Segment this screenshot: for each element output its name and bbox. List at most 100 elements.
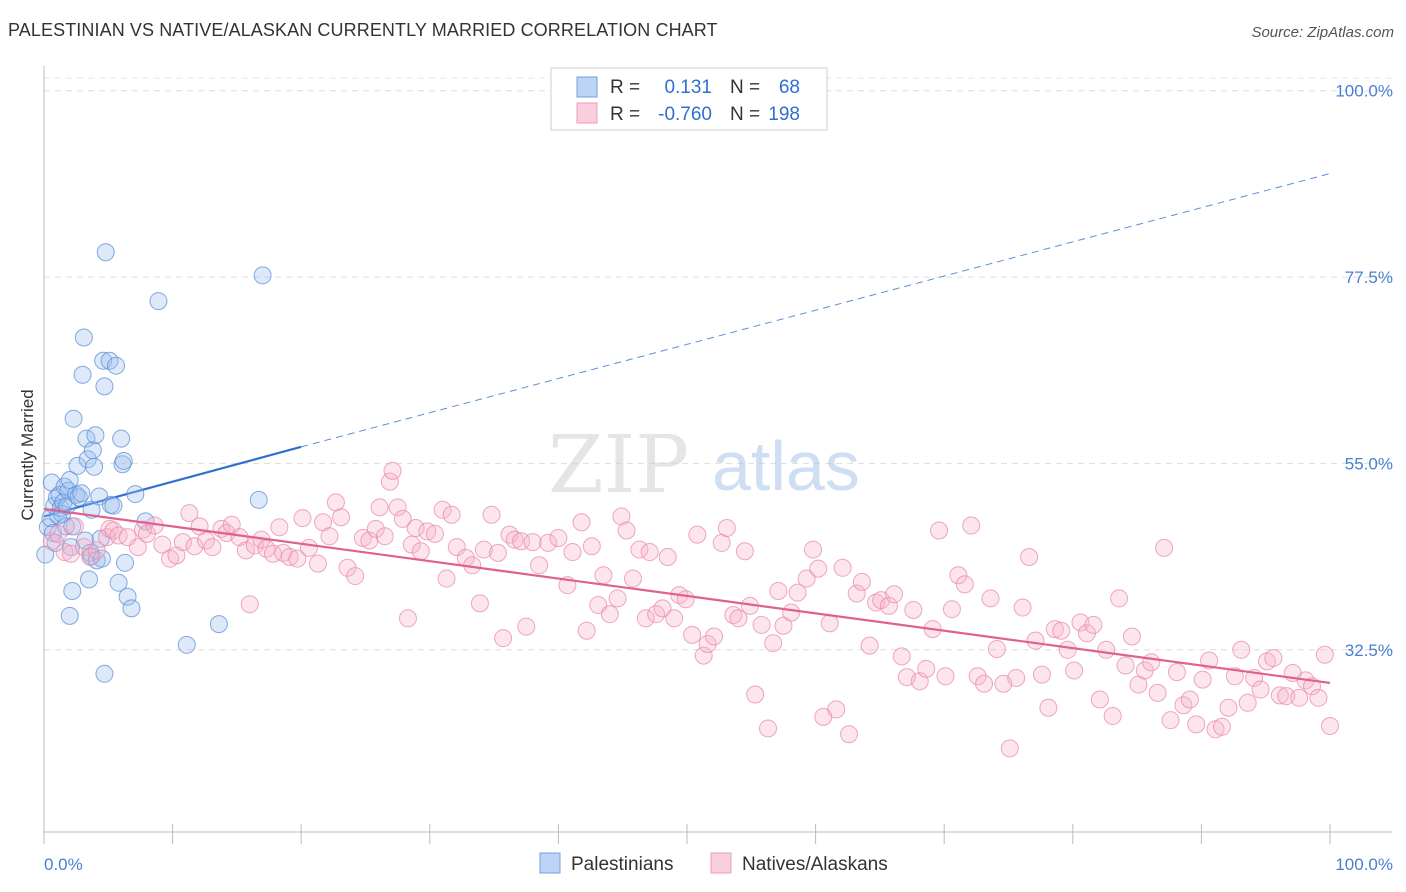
natives-point bbox=[494, 629, 513, 648]
trend-dashed-palestinians bbox=[301, 173, 1331, 448]
legend-r-value-1: 0.131 bbox=[664, 77, 712, 98]
natives-point bbox=[203, 538, 222, 557]
natives-point bbox=[572, 513, 591, 532]
palestinians-point bbox=[126, 485, 145, 504]
natives-point bbox=[809, 559, 828, 578]
natives-point bbox=[1000, 739, 1019, 758]
natives-point bbox=[180, 504, 199, 523]
natives-point bbox=[683, 625, 702, 644]
natives-point bbox=[981, 589, 1000, 608]
natives-point bbox=[332, 508, 351, 527]
natives-point bbox=[904, 601, 923, 620]
watermark-zip: ZIP bbox=[548, 418, 689, 511]
natives-point bbox=[375, 527, 394, 546]
natives-point bbox=[1161, 711, 1180, 730]
trend-line-natives bbox=[43, 507, 1331, 685]
palestinians-point bbox=[116, 553, 135, 572]
natives-point bbox=[505, 530, 524, 549]
natives-point bbox=[474, 540, 493, 559]
natives-point bbox=[860, 636, 879, 655]
natives-point bbox=[1264, 649, 1283, 668]
palestinians-point bbox=[109, 573, 128, 592]
palestinians-point bbox=[91, 529, 110, 548]
natives-point bbox=[523, 533, 542, 552]
natives-point bbox=[1167, 663, 1186, 682]
y-axis-label: Currently Married bbox=[18, 389, 37, 520]
natives-point bbox=[1180, 690, 1199, 709]
palestinians-point bbox=[72, 484, 91, 503]
natives-point bbox=[1290, 688, 1309, 707]
natives-point bbox=[1142, 653, 1161, 672]
natives-point bbox=[1251, 680, 1270, 699]
palestinians-point bbox=[60, 606, 79, 625]
bottom-legend-swatch-palestinians bbox=[539, 852, 561, 874]
natives-point bbox=[288, 549, 307, 568]
natives-point bbox=[411, 542, 430, 561]
natives-point bbox=[1032, 665, 1051, 684]
natives-point bbox=[1155, 538, 1174, 557]
natives-point bbox=[346, 567, 365, 586]
palestinians-point bbox=[86, 426, 105, 445]
natives-point bbox=[688, 525, 707, 544]
natives-point bbox=[393, 509, 412, 528]
palestinians-point bbox=[177, 635, 196, 654]
natives-point bbox=[676, 590, 695, 609]
natives-point bbox=[1097, 640, 1116, 659]
watermark: ZIP atlas bbox=[548, 418, 860, 511]
palestinians-point bbox=[78, 450, 97, 469]
natives-point bbox=[729, 609, 748, 628]
palestinians-point bbox=[73, 365, 92, 384]
natives-point bbox=[797, 569, 816, 588]
natives-point bbox=[1052, 621, 1071, 640]
natives-point bbox=[1193, 670, 1212, 689]
palestinians-point bbox=[112, 429, 131, 448]
natives-point bbox=[694, 646, 713, 665]
natives-point bbox=[658, 548, 677, 567]
legend-n-label-2: N = bbox=[730, 104, 760, 125]
natives-point bbox=[1039, 698, 1058, 717]
palestinians-point bbox=[64, 409, 83, 428]
legend-r-label-1: R = bbox=[610, 77, 640, 98]
axes bbox=[43, 66, 1392, 844]
natives-point bbox=[1219, 698, 1238, 717]
natives-point bbox=[1232, 640, 1251, 659]
bottom-legend-label-natives: Natives/Alaskans bbox=[742, 854, 888, 875]
natives-point bbox=[987, 639, 1006, 658]
natives-point bbox=[1110, 589, 1129, 608]
natives-point bbox=[975, 674, 994, 693]
palestinians-point bbox=[80, 570, 99, 589]
natives-point bbox=[1045, 620, 1064, 639]
natives-point bbox=[1270, 686, 1289, 705]
natives-point bbox=[1122, 627, 1141, 646]
natives-point bbox=[623, 569, 642, 588]
y-tick-label-3: 100.0% bbox=[1335, 82, 1393, 101]
natives-point bbox=[167, 546, 186, 565]
palestinians-point bbox=[85, 457, 104, 476]
natives-point bbox=[517, 617, 536, 636]
natives-point bbox=[735, 542, 754, 561]
natives-point bbox=[955, 575, 974, 594]
y-tick-label-0: 32.5% bbox=[1345, 641, 1393, 660]
natives-point bbox=[917, 659, 936, 678]
natives-point bbox=[173, 533, 192, 552]
natives-point bbox=[1187, 715, 1206, 734]
natives-point bbox=[820, 614, 839, 633]
palestinians-point bbox=[118, 587, 137, 606]
y-tick-labels: 32.5% 55.0% 77.5% 100.0% bbox=[1335, 82, 1393, 660]
bottom-legend: Palestinians Natives/Alaskans bbox=[539, 852, 888, 875]
palestinians-point bbox=[104, 496, 123, 515]
natives-point bbox=[852, 572, 871, 591]
natives-point bbox=[482, 505, 501, 524]
natives-point bbox=[1212, 717, 1231, 736]
natives-point bbox=[299, 538, 318, 557]
natives-point bbox=[1084, 615, 1103, 634]
natives-point bbox=[398, 609, 417, 628]
legend-swatch-natives bbox=[576, 102, 598, 124]
bottom-legend-swatch-natives bbox=[710, 852, 732, 874]
natives-point bbox=[383, 461, 402, 480]
natives-point bbox=[892, 647, 911, 666]
natives-point bbox=[185, 537, 204, 556]
natives-point bbox=[488, 543, 507, 562]
watermark-atlas: atlas bbox=[712, 427, 860, 505]
